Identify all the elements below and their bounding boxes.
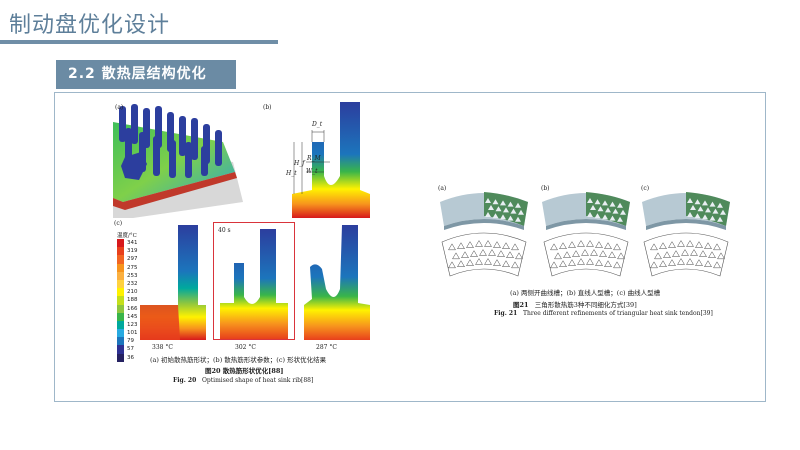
fig20-shape-optimised	[300, 225, 376, 340]
temp-label-optimised: 287 °C	[316, 344, 337, 351]
legend-tick-label: 253	[127, 272, 138, 279]
legend-tick-label: 166	[127, 305, 138, 312]
legend-tick-label: 232	[127, 280, 138, 287]
time-label: 40 s	[218, 227, 231, 234]
legend-swatch	[117, 279, 124, 289]
fig21-variant-slot	[438, 180, 530, 285]
fig21-title-en-text: Three different refinements of triangula…	[523, 310, 713, 317]
temp-label-40s: 302 °C	[235, 344, 256, 351]
fig20-title-en-text: Optimised shape of heat sink rib[88]	[202, 377, 314, 384]
legend-tick-label: 319	[127, 248, 138, 255]
rib-parameter-diagram	[292, 102, 370, 218]
fig21-label-a: (a)	[438, 185, 447, 192]
legend-swatch	[117, 337, 124, 346]
legend-swatch	[117, 247, 124, 256]
legend-swatch	[117, 296, 124, 305]
fig20-shape-initial	[140, 225, 210, 340]
page-title: 制动盘优化设计	[9, 13, 171, 38]
fig20-label-a: (a)	[115, 104, 124, 111]
temp-label-initial: 338 °C	[152, 344, 173, 351]
fig21-number-cn: 图21	[513, 301, 529, 309]
legend-tick-label: 36	[127, 354, 134, 361]
section-label: 2.2 散热层结构优化	[56, 60, 236, 89]
legend-tick-label: 297	[127, 256, 138, 263]
legend-swatch	[117, 353, 124, 362]
fig21-number-en: Fig. 21	[494, 310, 518, 317]
dim-label-rm: R_M	[307, 155, 321, 162]
heat-sink-3d-image	[113, 102, 243, 218]
legend-swatch	[117, 304, 124, 313]
fig21-label-b: (b)	[541, 185, 550, 192]
legend-swatch	[117, 271, 124, 280]
legend-tick-label: 101	[127, 330, 138, 337]
legend-swatch	[117, 320, 124, 330]
title-underline	[0, 40, 278, 44]
fig20-label-c: (c)	[114, 220, 123, 227]
legend-ticks: 341 319 297 275 253 232 210 188 166 145 123 101 79 57…	[127, 239, 138, 362]
legend-tick-label: 188	[127, 297, 138, 304]
fig20-panel-a	[113, 102, 243, 218]
fig21-label-c: (c)	[641, 185, 650, 192]
dim-label-dt: D_t	[312, 121, 323, 128]
legend-tick-label: 145	[127, 313, 138, 320]
fig20-subcaption: (a) 初始散热筋形状；(b) 散热筋形状参数；(c) 形状优化结果	[150, 356, 327, 364]
fig20-shape-40s-highlight	[213, 222, 295, 340]
fig20-panel-b	[262, 102, 378, 218]
legend-tick-label: 210	[127, 289, 138, 296]
fig21-variant-curve	[640, 180, 732, 285]
fig21-variant-lambda	[540, 180, 632, 285]
legend-title: 温度/°C	[117, 233, 137, 239]
legend-tick-label: 79	[127, 338, 134, 345]
dim-label-hf: H_f	[294, 160, 305, 167]
fig21-subcaption: (a) 两侧开曲线槽；(b) 直线人型槽；(c) 曲线人型槽	[510, 289, 661, 297]
dim-label-wt: W_t	[306, 168, 318, 175]
legend-tick-label: 275	[127, 264, 138, 271]
legend-swatch	[117, 255, 124, 264]
legend-swatch	[117, 345, 124, 354]
legend-swatch	[117, 239, 124, 248]
fig20-label-b: (b)	[263, 104, 272, 111]
fig21-title-cn-text: 三角形散热筋3种不同细化方式[39]	[534, 301, 637, 309]
legend-tick-label: 123	[127, 321, 138, 328]
temperature-legend: 341 319 297 275 253 232 210 188 166 145 123 101 79 57…	[117, 239, 138, 362]
legend-color-bar	[117, 239, 124, 362]
legend-tick-label: 341	[127, 240, 138, 246]
fig20-number-en: Fig. 20	[173, 377, 197, 384]
legend-swatch	[117, 329, 124, 338]
fig21-title-en: Fig. 21 Three different refinements of t…	[494, 310, 713, 317]
legend-tick-label: 57	[127, 346, 134, 353]
fig20-title-cn: 图20 散热筋形状优化[88]	[205, 367, 284, 375]
legend-swatch	[117, 312, 124, 321]
dim-label-ht: H_t	[286, 170, 297, 177]
legend-swatch	[117, 263, 124, 272]
legend-swatch	[117, 288, 124, 297]
fig21-title-cn: 图21 三角形散热筋3种不同细化方式[39]	[513, 299, 637, 309]
fig20-title-en: Fig. 20 Optimised shape of heat sink rib…	[173, 377, 313, 384]
